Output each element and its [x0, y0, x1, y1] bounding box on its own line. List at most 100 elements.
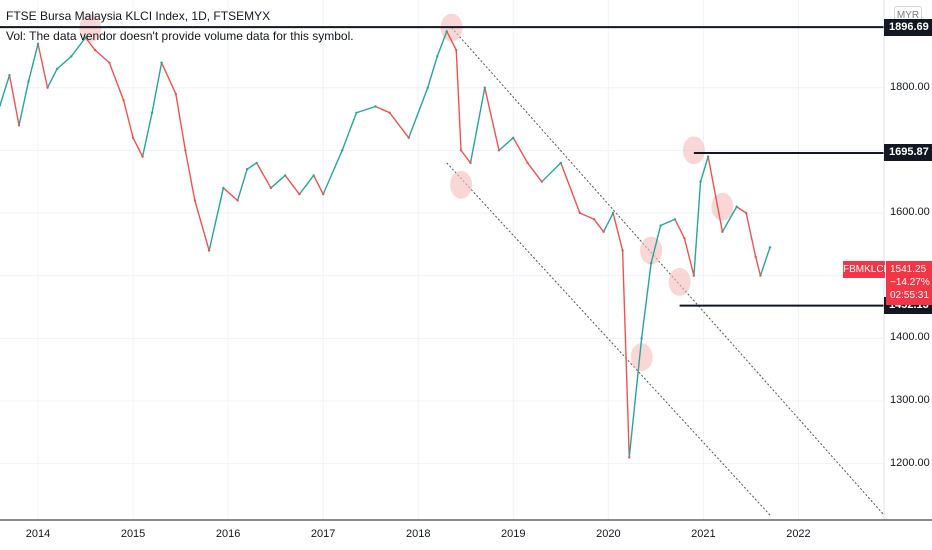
price-point [754, 255, 757, 259]
price-tick-label: 1600.00 [890, 206, 930, 218]
price-point [150, 111, 154, 114]
price-segment [184, 150, 196, 201]
price-segment [640, 263, 652, 339]
price-point [512, 136, 515, 140]
price-point [445, 30, 448, 33]
price-segment [512, 137, 529, 164]
price-segment [46, 68, 58, 89]
price-point [436, 55, 439, 58]
price-segment [341, 112, 358, 151]
price-point [0, 104, 2, 107]
price-point [184, 149, 187, 152]
price-segment [256, 162, 272, 189]
price-segment [222, 187, 239, 202]
price-point [426, 86, 429, 89]
turning-point-marker [682, 136, 705, 165]
price-point [706, 155, 710, 158]
price-point [540, 180, 544, 183]
price-segment [298, 174, 315, 195]
price-point [355, 111, 358, 114]
price-segment [375, 105, 391, 114]
price-point [17, 124, 21, 127]
last-price: 1541.25 [890, 264, 927, 275]
price-point [141, 155, 144, 158]
price-segment [579, 212, 595, 220]
price-point [122, 99, 125, 102]
time-tick-label: 2017 [310, 528, 336, 540]
price-point [721, 230, 724, 234]
price-segment [84, 37, 96, 51]
price-point [255, 161, 258, 165]
price-point [312, 174, 315, 177]
price-segment [745, 212, 757, 258]
price-segment [108, 62, 125, 101]
price-point [193, 199, 197, 202]
price-point [602, 230, 605, 234]
price-point [699, 180, 702, 183]
price-point [592, 218, 596, 221]
price-segment [593, 218, 605, 233]
price-tick-label: 1400.00 [890, 331, 930, 344]
price-tick-label: 1200.00 [890, 456, 930, 469]
bar-countdown: 02:55:31 [890, 290, 929, 301]
price-segment [37, 43, 49, 88]
price-segment [56, 55, 72, 70]
price-segment [628, 338, 643, 458]
price-point [131, 136, 135, 140]
price-segment [699, 156, 709, 182]
price-segment [141, 112, 153, 157]
price-series [0, 30, 772, 459]
price-segment [541, 162, 562, 183]
price-segment [427, 56, 438, 88]
price-segment [270, 174, 286, 189]
price-segment [754, 256, 762, 276]
price-segment [175, 93, 187, 151]
price-point [621, 249, 624, 252]
price-point [692, 274, 696, 277]
price-point [55, 67, 59, 71]
price-segment [560, 162, 581, 214]
price-point [759, 274, 762, 277]
price-segment [460, 149, 472, 164]
time-tick-label: 2018 [405, 528, 431, 540]
price-segment [70, 37, 87, 57]
price-segment [18, 81, 30, 126]
price-level-label: 1896.69 [884, 18, 932, 36]
price-point [407, 136, 410, 140]
price-segment [707, 156, 724, 232]
price-segment [683, 237, 695, 276]
price-point [108, 61, 111, 64]
price-point [497, 149, 501, 152]
price-point [628, 456, 631, 459]
price-point [455, 48, 458, 52]
price-segment [132, 137, 144, 157]
support-resistance-lines [0, 26, 884, 307]
price-segment [721, 206, 738, 233]
price-point [207, 249, 211, 252]
price-tick-label: 1300.00 [890, 393, 930, 406]
time-tick-label: 2015 [120, 528, 146, 540]
time-tick-label: 2016 [215, 528, 241, 540]
price-point [768, 246, 772, 249]
price-segment [408, 87, 429, 139]
price-segment [151, 62, 163, 113]
price-point [93, 48, 97, 52]
price-point [611, 211, 615, 215]
price-point [27, 80, 30, 83]
price-point [744, 211, 748, 215]
trend-channel-line [451, 27, 885, 516]
price-point [283, 174, 287, 177]
price-segment [356, 105, 376, 114]
price-point [483, 86, 486, 89]
time-tick-label: 2014 [25, 528, 51, 540]
price-point [269, 186, 273, 190]
price-point [340, 149, 344, 152]
price-segment [693, 181, 702, 276]
price-point [559, 161, 563, 165]
price-segment [194, 200, 210, 251]
price-point [8, 73, 11, 77]
last-price-box: 1541.25 −14.27% 02:55:31 [886, 261, 932, 305]
price-segment [0, 74, 11, 106]
price-point [46, 86, 49, 89]
